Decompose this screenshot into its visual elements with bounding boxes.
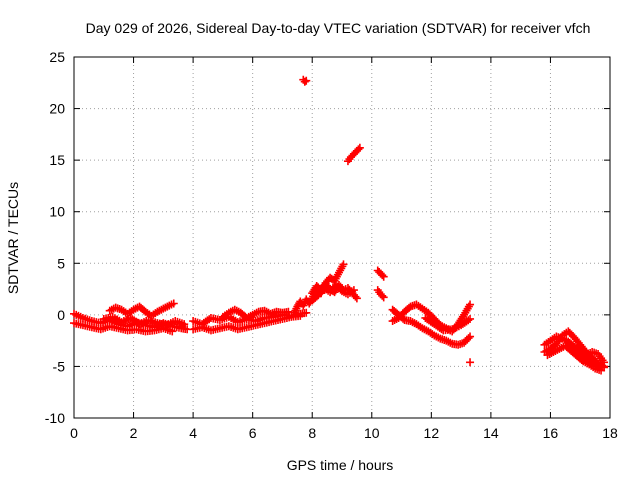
data-track-c [105, 299, 178, 320]
data-track-m [343, 143, 364, 166]
y-tick-label: 10 [49, 204, 65, 220]
x-tick-label: 10 [364, 425, 380, 441]
data-point-marker [464, 316, 473, 325]
data-point-marker [379, 272, 388, 281]
data-point-marker [284, 307, 293, 316]
data-track-p [388, 305, 475, 349]
data-track-d [99, 312, 189, 330]
data-point-marker [168, 327, 177, 336]
data-track-k [308, 280, 358, 305]
x-tick-label: 12 [424, 425, 440, 441]
data-point-marker [302, 76, 311, 85]
data-points [70, 75, 609, 375]
data-track-w [582, 347, 609, 367]
x-tick-label: 4 [189, 425, 197, 441]
data-point-marker [597, 366, 606, 375]
y-axis-label: SDTVAR / TECUs [5, 182, 21, 294]
data-point-marker [466, 314, 475, 323]
data-point-marker [378, 271, 387, 280]
data-point-marker [355, 143, 364, 152]
data-point-marker [466, 332, 475, 341]
x-axis-label: GPS time / hours [287, 457, 394, 473]
data-point-marker [169, 299, 178, 308]
data-point-marker [180, 320, 189, 329]
data-point-marker [466, 300, 475, 309]
data-track-n [373, 266, 388, 281]
x-tick-label: 6 [249, 425, 257, 441]
data-point-marker [339, 260, 348, 269]
grid-lines [74, 57, 610, 418]
data-point-marker [464, 334, 473, 343]
x-tick-label: 14 [483, 425, 499, 441]
x-tick-label: 8 [308, 425, 316, 441]
y-tick-label: -5 [53, 358, 66, 374]
data-track-v [543, 341, 606, 375]
data-track-b [70, 319, 177, 336]
data-point-marker [352, 294, 361, 303]
y-tick-label: 20 [49, 101, 65, 117]
data-point-marker [351, 292, 360, 301]
plot-frame [73, 56, 611, 419]
data-track-o [373, 286, 388, 302]
data-point-marker [378, 291, 387, 300]
y-tick-label: 15 [49, 152, 65, 168]
data-point-marker [466, 358, 475, 367]
data-point-marker [349, 286, 358, 295]
x-tick-label: 16 [543, 425, 559, 441]
data-point-marker [379, 293, 388, 302]
y-tick-label: 0 [57, 307, 65, 323]
x-tick-label: 2 [130, 425, 138, 441]
data-point-marker [302, 308, 311, 317]
data-point-marker [600, 358, 609, 367]
data-point-marker [300, 77, 309, 86]
axis-ticks: 0 2 4 6 8 10 12 14 16 18 -10 -5 0 5 10 15 20 25 [45, 49, 618, 441]
data-point-marker [354, 145, 363, 154]
data-track-g [218, 305, 293, 322]
y-tick-label: -10 [45, 410, 65, 426]
y-tick-label: 5 [57, 255, 65, 271]
chart-title: Day 029 of 2026, Sidereal Day-to-day VTE… [86, 20, 591, 36]
x-tick-label: 18 [602, 425, 618, 441]
y-tick-label: 25 [49, 49, 65, 65]
data-track-l [299, 75, 311, 86]
data-track-s [466, 358, 475, 367]
x-tick-label: 0 [70, 425, 78, 441]
data-track-r [421, 313, 475, 335]
